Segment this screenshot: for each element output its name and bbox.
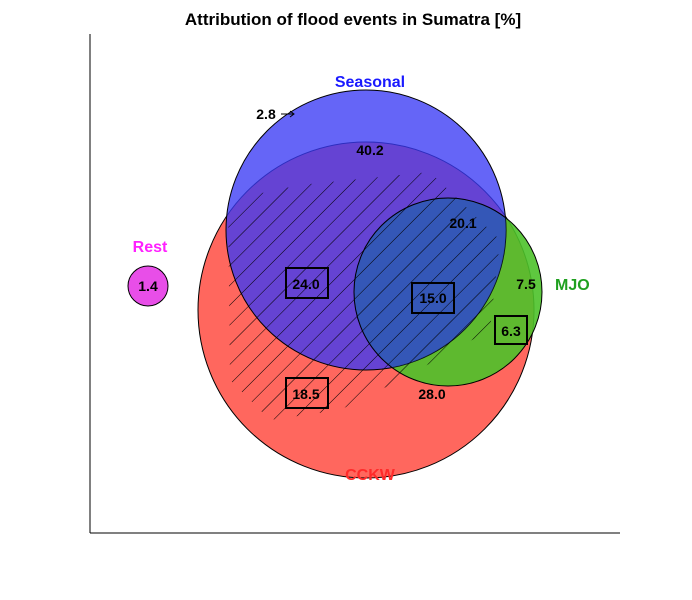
- region-value-seasonal-only: 2.8: [256, 106, 276, 122]
- region-value-cckw-hatched: 18.5: [292, 386, 319, 402]
- seasonal-only-arrow: [281, 110, 295, 118]
- region-value-triple-upper: 20.1: [449, 215, 476, 231]
- region-value-rest: 1.4: [138, 278, 158, 294]
- rest-circle: [127, 265, 169, 307]
- region-value-triple-hatched: 15.0: [419, 290, 446, 306]
- region-value-seasonal-cckw-hatched: 24.0: [292, 276, 319, 292]
- region-value-cckw-mjo: 6.3: [501, 323, 521, 339]
- region-value-mjo-only: 7.5: [516, 276, 536, 292]
- box-triple-hatched: [411, 282, 455, 314]
- box-cckw-hatched: [285, 377, 329, 409]
- box-seasonal-cckw-hatched: [285, 267, 329, 299]
- set-label-mjo: MJO: [555, 277, 590, 294]
- box-cckw-mjo: [494, 315, 528, 345]
- set-label-seasonal: Seasonal: [335, 74, 405, 91]
- set-label-rest: Rest: [133, 239, 168, 256]
- set-label-cckw: CCKW: [345, 467, 396, 484]
- region-value-cckw-only: 28.0: [418, 386, 445, 402]
- region-value-seasonal-cckw: 40.2: [356, 142, 383, 158]
- chart-title: Attribution of flood events in Sumatra […: [185, 10, 521, 29]
